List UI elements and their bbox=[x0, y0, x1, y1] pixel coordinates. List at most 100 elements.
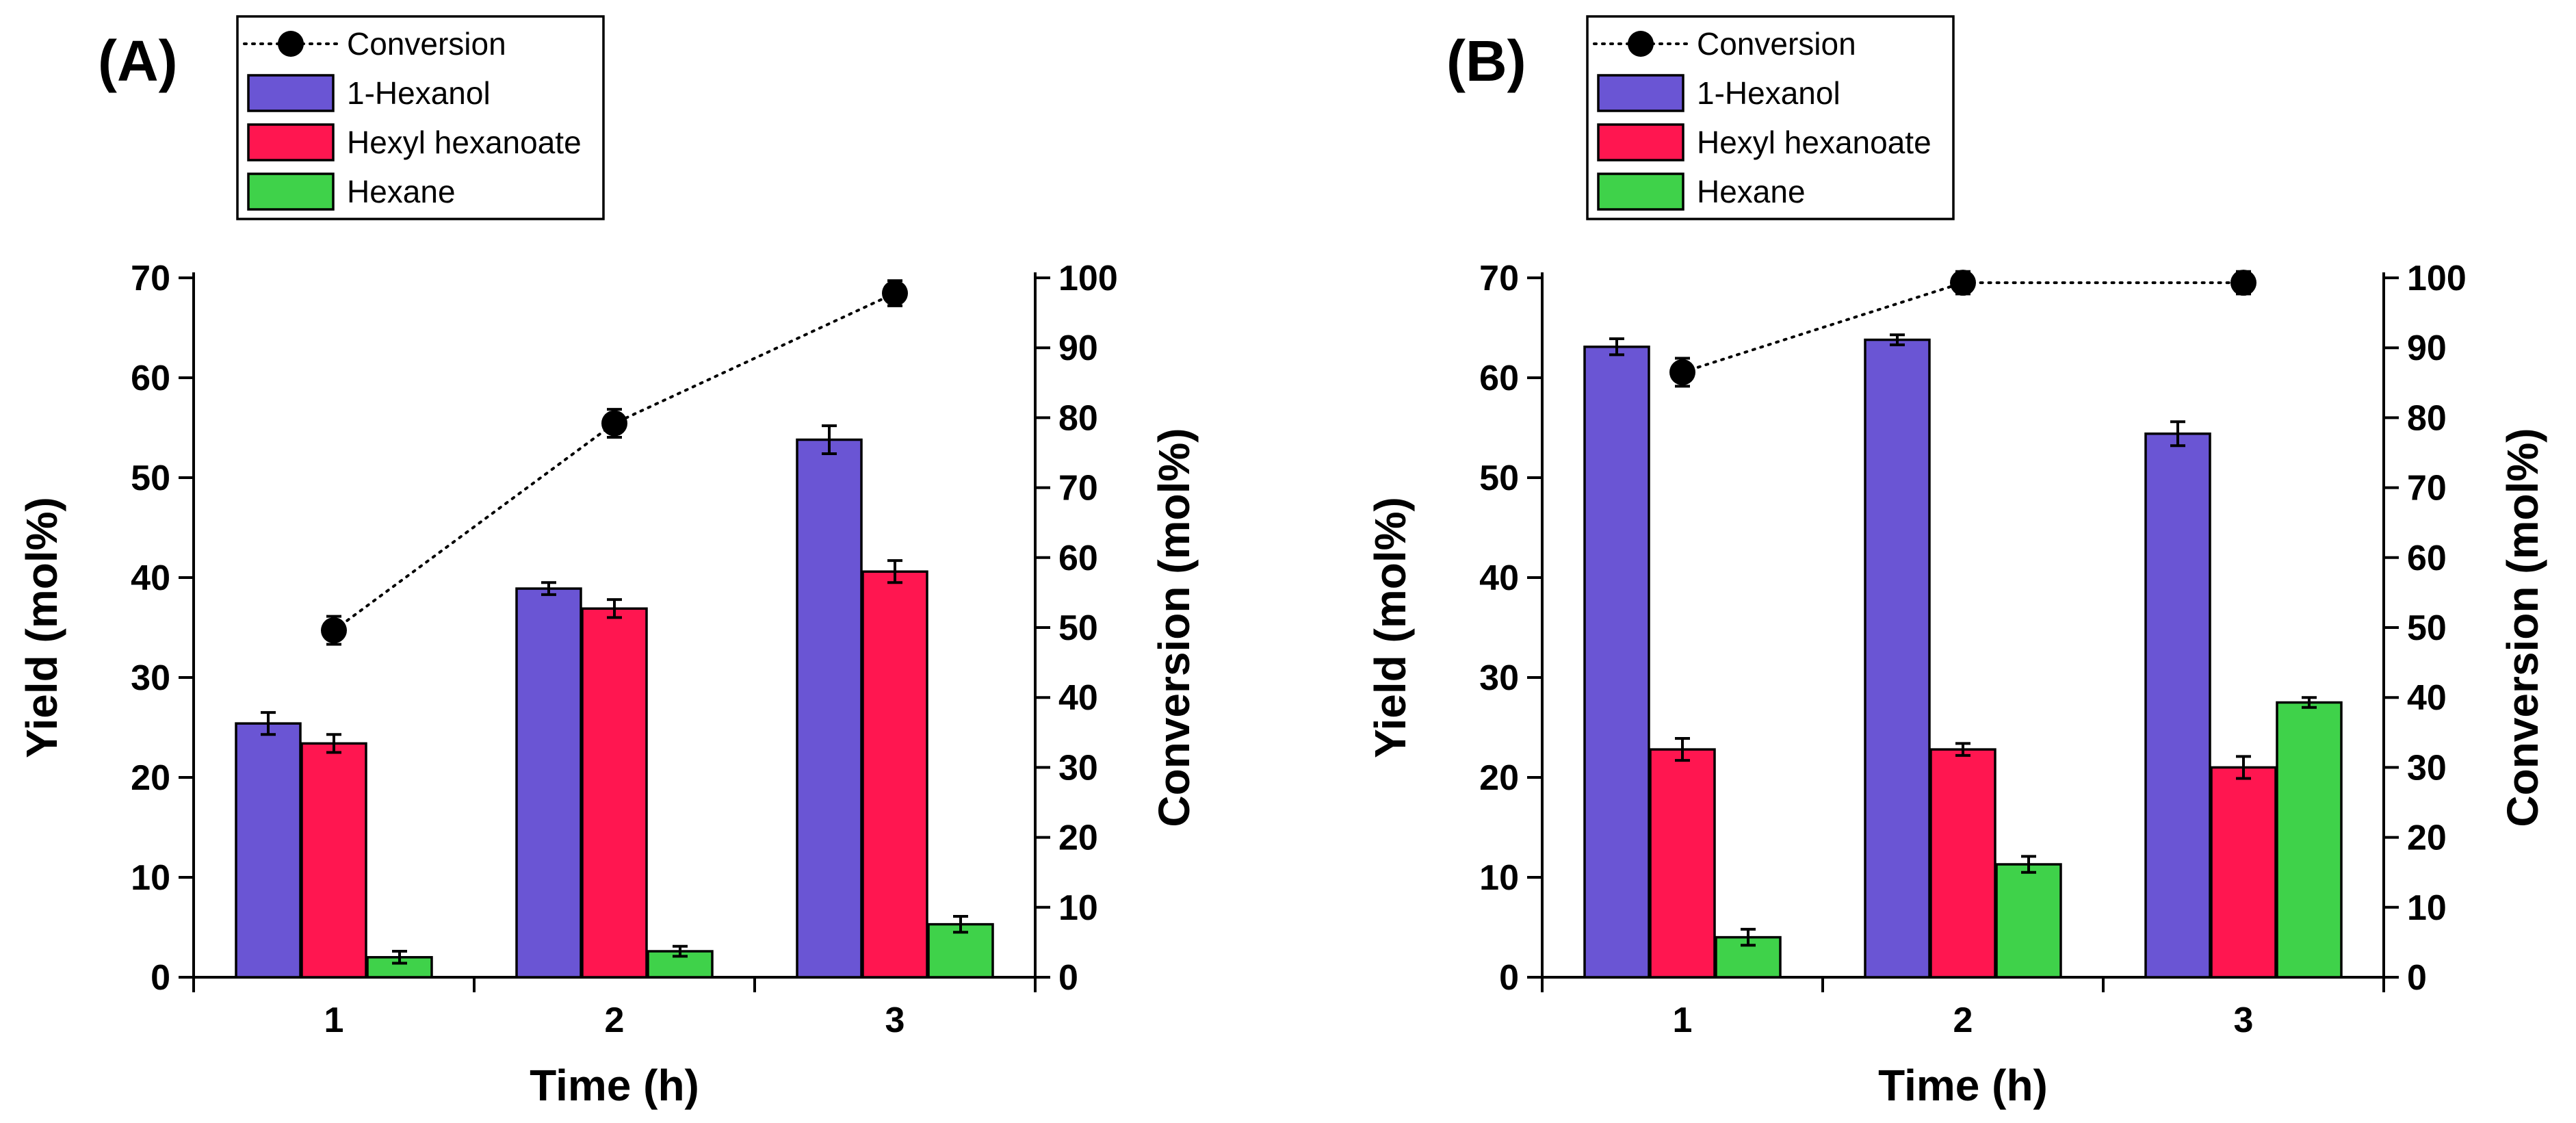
error-bar-hexyl-hexanoate bbox=[326, 733, 341, 754]
left-y-tick-label: 40 bbox=[1479, 558, 1519, 598]
right-y-tick-label: 0 bbox=[1058, 958, 1078, 998]
legend-label-hexyl-hexanoate: Hexyl hexanoate bbox=[1697, 125, 1931, 160]
error-bar-hexane bbox=[1741, 927, 1756, 947]
bar-hexyl-hexanoate bbox=[300, 742, 367, 979]
legend-swatch-hexane bbox=[247, 172, 335, 211]
x-tick-label: 3 bbox=[885, 1001, 905, 1040]
right-y-tick-label: 10 bbox=[2407, 888, 2447, 928]
left-y-tick-label: 70 bbox=[1479, 259, 1519, 298]
left-y-tick-label: 60 bbox=[1479, 359, 1519, 398]
y-axis-title: Yield (mol%) bbox=[17, 497, 66, 758]
x-axis-title: Time (h) bbox=[530, 1061, 699, 1110]
bar-hexyl-hexanoate bbox=[1649, 748, 1716, 979]
error-bar-hexyl-hexanoate bbox=[607, 598, 622, 619]
legend-label-hexane: Hexane bbox=[1697, 174, 1806, 209]
right-y-tick-label: 100 bbox=[1058, 259, 1118, 298]
right-y-tick-label: 50 bbox=[2407, 608, 2447, 648]
error-bar-hexyl-hexanoate bbox=[1675, 737, 1690, 762]
error-bar-hexyl-hexanoate bbox=[887, 559, 902, 584]
bar-hexanol bbox=[796, 438, 863, 979]
error-bar-hexane bbox=[2021, 855, 2036, 874]
right-y-tick-label: 20 bbox=[1058, 818, 1098, 858]
right-y-tick-label: 80 bbox=[1058, 398, 1098, 438]
bar-hexanol bbox=[1864, 338, 1931, 979]
bar-hexyl-hexanoate bbox=[1929, 748, 1996, 979]
right-y-tick-label: 30 bbox=[2407, 748, 2447, 788]
error-bar-hexane bbox=[673, 944, 688, 958]
x-tick-label: 2 bbox=[1953, 1001, 1973, 1040]
legend-label-hexanol: 1-Hexanol bbox=[347, 75, 491, 111]
legend: Conversion 1-Hexanol Hexyl hexanoate Hexane bbox=[236, 15, 605, 220]
right-y-tick-label: 0 bbox=[2407, 958, 2427, 998]
right-y-tick-label: 60 bbox=[1058, 539, 1098, 578]
left-y-tick-label: 20 bbox=[1479, 758, 1519, 798]
legend-label-hexane: Hexane bbox=[347, 174, 456, 209]
right-y-tick-label: 100 bbox=[2407, 259, 2467, 298]
x-axis-title: Time (h) bbox=[1878, 1061, 2048, 1110]
legend-swatch-hexyl-hexanoate bbox=[1597, 123, 1684, 162]
right-y-tick-label: 70 bbox=[2407, 469, 2447, 508]
conversion-line bbox=[333, 292, 896, 632]
bar-hexanol bbox=[2144, 433, 2211, 979]
conversion-point bbox=[2230, 270, 2256, 296]
left-y-tick-label: 60 bbox=[131, 359, 170, 398]
right-y-tick-label: 20 bbox=[2407, 818, 2447, 858]
left-y-tick-label: 0 bbox=[1499, 958, 1519, 998]
left-y-tick-label: 50 bbox=[1479, 459, 1519, 498]
x-tick-label: 3 bbox=[2234, 1001, 2254, 1040]
error-bar-hexane bbox=[953, 914, 968, 934]
x-tick-label: 2 bbox=[605, 1001, 625, 1040]
right-y-tick-label: 40 bbox=[2407, 678, 2447, 718]
bar-hexyl-hexanoate bbox=[861, 570, 928, 979]
error-bar-hexyl-hexanoate bbox=[2236, 755, 2251, 780]
error-bar-hexane bbox=[392, 950, 407, 965]
legend-swatch-hexyl-hexanoate bbox=[247, 123, 335, 162]
bar-hexanol bbox=[235, 722, 302, 979]
conversion-line bbox=[1681, 281, 2245, 374]
y-axis-title: Yield (mol%) bbox=[1366, 497, 1415, 758]
x-tick-label: 1 bbox=[324, 1001, 344, 1040]
left-y-tick-label: 70 bbox=[131, 259, 170, 298]
legend-swatch-hexanol bbox=[1597, 74, 1684, 112]
bar-hexyl-hexanoate bbox=[581, 607, 648, 979]
left-y-tick-label: 40 bbox=[131, 558, 170, 598]
conversion-point bbox=[321, 617, 347, 644]
legend: Conversion 1-Hexanol Hexyl hexanoate Hexane bbox=[1586, 15, 1955, 220]
legend-swatch-hexanol bbox=[247, 74, 335, 112]
conversion-point bbox=[1669, 359, 1695, 385]
right-y-tick-label: 10 bbox=[1058, 888, 1098, 928]
bar-hexane bbox=[2276, 701, 2343, 979]
conversion-point bbox=[1950, 270, 1976, 296]
right-y-tick-label: 40 bbox=[1058, 678, 1098, 718]
x-tick-label: 1 bbox=[1673, 1001, 1693, 1040]
error-bar-hexanol bbox=[1890, 333, 1905, 346]
right-y-tick-label: 70 bbox=[1058, 469, 1098, 508]
left-y-tick-label: 30 bbox=[1479, 658, 1519, 698]
left-y-tick-label: 10 bbox=[1479, 858, 1519, 898]
error-bar-hexanol bbox=[2170, 420, 2185, 448]
left-y-tick-label: 0 bbox=[151, 958, 170, 998]
panel-label: (B) bbox=[1446, 29, 1526, 93]
right-y-tick-label: 30 bbox=[1058, 748, 1098, 788]
legend-conversion-marker bbox=[278, 31, 304, 57]
conversion-point bbox=[882, 280, 908, 307]
error-bar-hexane bbox=[2302, 696, 2317, 709]
right-y-tick-label: 50 bbox=[1058, 608, 1098, 648]
error-bar-hexyl-hexanoate bbox=[1955, 742, 1970, 757]
legend-label-conversion: Conversion bbox=[347, 26, 506, 62]
left-y-tick-label: 30 bbox=[131, 658, 170, 698]
legend-swatch-hexane bbox=[1597, 172, 1684, 211]
error-bar-hexanol bbox=[261, 711, 276, 736]
legend-label-hexyl-hexanoate: Hexyl hexanoate bbox=[347, 125, 582, 160]
legend-label-conversion: Conversion bbox=[1697, 26, 1856, 62]
bar-hexyl-hexanoate bbox=[2210, 766, 2277, 979]
bar-hexanol bbox=[1583, 345, 1650, 979]
y2-axis-title: Conversion (mol%) bbox=[2498, 428, 2547, 827]
right-y-tick-label: 80 bbox=[2407, 398, 2447, 438]
error-bar-hexanol bbox=[541, 581, 556, 596]
left-y-tick-label: 20 bbox=[131, 758, 170, 798]
bar-hexane bbox=[1995, 863, 2062, 979]
y2-axis-title: Conversion (mol%) bbox=[1149, 428, 1199, 827]
left-y-tick-label: 10 bbox=[131, 858, 170, 898]
